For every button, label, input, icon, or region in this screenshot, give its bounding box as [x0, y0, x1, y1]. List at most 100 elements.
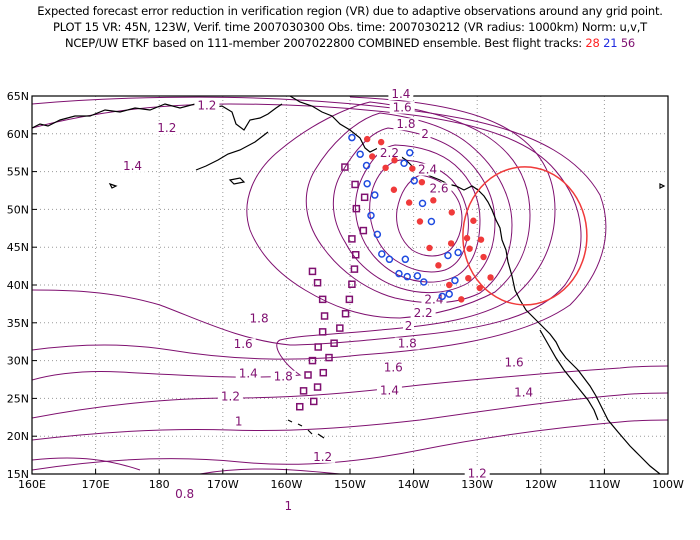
- red-track-point: [418, 178, 426, 186]
- contour-label: 1.6: [393, 101, 412, 115]
- contour-line: [32, 96, 607, 360]
- x-tick-label: 100W: [652, 478, 684, 491]
- purple-track-point: [336, 324, 344, 332]
- red-track-point: [369, 153, 376, 160]
- verification-circle: [462, 166, 588, 306]
- red-flight-track: [363, 135, 494, 303]
- contour-label-bg: [246, 312, 272, 325]
- title-line-1: Expected forecast error reduction in ver…: [37, 4, 663, 18]
- contour-label-bg: [380, 361, 406, 374]
- contour-label: 1.2: [313, 450, 332, 464]
- title-line-3-text: NCEP/UW ETKF based on 111-member 2007022…: [64, 36, 582, 50]
- alaska-coast: [32, 103, 283, 131]
- contour-label: 1.8: [250, 312, 269, 326]
- purple-track-point: [296, 402, 304, 411]
- purple-track-point: [308, 267, 317, 276]
- contour-label-bg: [501, 356, 527, 369]
- purple-track-point: [350, 265, 359, 273]
- blue-track-point: [373, 230, 382, 239]
- contour-label: 2.6: [429, 182, 448, 196]
- contour-label-bg: [415, 163, 441, 176]
- island-1: [108, 182, 118, 189]
- purple-track-point: [299, 387, 308, 395]
- contour-label: 1.6: [384, 361, 403, 375]
- purple-track-point: [304, 371, 312, 379]
- contour-label: 1.2: [197, 98, 216, 112]
- blue-track-point: [427, 217, 436, 226]
- red-track-point: [447, 240, 455, 247]
- x-tick-label: 130W: [461, 478, 493, 491]
- contour-line: [32, 96, 556, 381]
- y-tick-label: 65N: [7, 90, 29, 103]
- y-tick-label: 55N: [7, 166, 29, 179]
- contour-label: 1.4: [239, 367, 258, 381]
- coastline: [32, 96, 666, 474]
- red-track-point: [363, 135, 371, 143]
- blue-track-point: [401, 255, 410, 264]
- purple-track-point: [319, 368, 328, 377]
- red-track-point: [476, 284, 483, 292]
- y-tick-label: 50N: [7, 203, 29, 216]
- contour-label-bg: [119, 159, 145, 172]
- purple-track-point: [330, 339, 338, 347]
- red-track-point: [405, 199, 413, 206]
- red-track-point: [426, 244, 433, 252]
- blue-track-point: [451, 276, 459, 285]
- purple-track-point: [325, 353, 333, 362]
- alaska-gulf: [289, 96, 661, 474]
- x-tick-label: 110W: [588, 478, 620, 491]
- y-tick-label: 15N: [7, 468, 29, 481]
- verification-region: [462, 166, 588, 306]
- blue-track-point: [367, 211, 375, 220]
- blue-track-point: [413, 272, 422, 280]
- x-tick-label: 160W: [270, 478, 302, 491]
- x-tick-label: 160E: [18, 478, 46, 491]
- contour-line: [246, 101, 531, 319]
- contour-label: 1: [235, 414, 243, 428]
- contour-label-bg: [376, 384, 402, 397]
- contour-label: 1.4: [391, 87, 410, 101]
- purple-track-point: [308, 356, 317, 365]
- contour-label-bg: [410, 307, 436, 320]
- contour-label: 1.8: [398, 336, 417, 350]
- contour-label-bg: [421, 293, 447, 306]
- contour-label: 2: [421, 127, 429, 141]
- purple-track-point: [313, 278, 322, 287]
- contour-label: 1.2: [157, 121, 176, 135]
- y-tick-label: 30N: [7, 355, 29, 368]
- contour-line: [32, 103, 582, 346]
- red-track-point: [465, 274, 472, 282]
- title-line-3: NCEP/UW ETKF based on 111-member 2007022…: [0, 36, 700, 50]
- blue-track-point: [418, 199, 427, 208]
- contour-label-bg: [235, 367, 261, 380]
- red-track-point: [430, 197, 437, 204]
- contour-label-bg: [270, 370, 296, 383]
- blue-track-point: [420, 278, 428, 286]
- blue-track-point: [395, 269, 403, 278]
- contour-line: [32, 457, 141, 471]
- legend-blue-track-count: 21: [603, 36, 618, 50]
- purple-flight-track: [296, 163, 369, 411]
- contour-label-bg: [511, 386, 537, 399]
- blue-track-point: [438, 292, 446, 301]
- purple-track-point: [351, 180, 359, 189]
- contour-label: 1: [284, 499, 292, 513]
- red-track-point: [463, 234, 471, 242]
- red-track-point: [466, 245, 473, 252]
- contour-label: 2.2: [380, 146, 399, 160]
- blue-track-point: [348, 133, 356, 142]
- contour-label-bg: [230, 338, 256, 351]
- title-line-2: PLOT 15 VR: 45N, 123W, Verif. time 20070…: [53, 20, 647, 34]
- purple-track-point: [360, 193, 369, 202]
- contour-label: 1.8: [396, 117, 415, 131]
- blue-flight-track: [348, 133, 462, 301]
- contour-label-bg: [217, 390, 243, 403]
- y-tick-label: 20N: [7, 430, 29, 443]
- purple-track-point: [352, 204, 361, 213]
- legend-purple-track-count: 56: [620, 36, 636, 50]
- contour-label-bg: [419, 128, 431, 141]
- contour-label-bg: [389, 101, 415, 114]
- red-track-point: [390, 186, 398, 193]
- red-track-point: [458, 296, 465, 303]
- axis-labels: 160E 170E 180 170W 160W 150W 140W 130W 120W 110W 1…: [7, 90, 684, 491]
